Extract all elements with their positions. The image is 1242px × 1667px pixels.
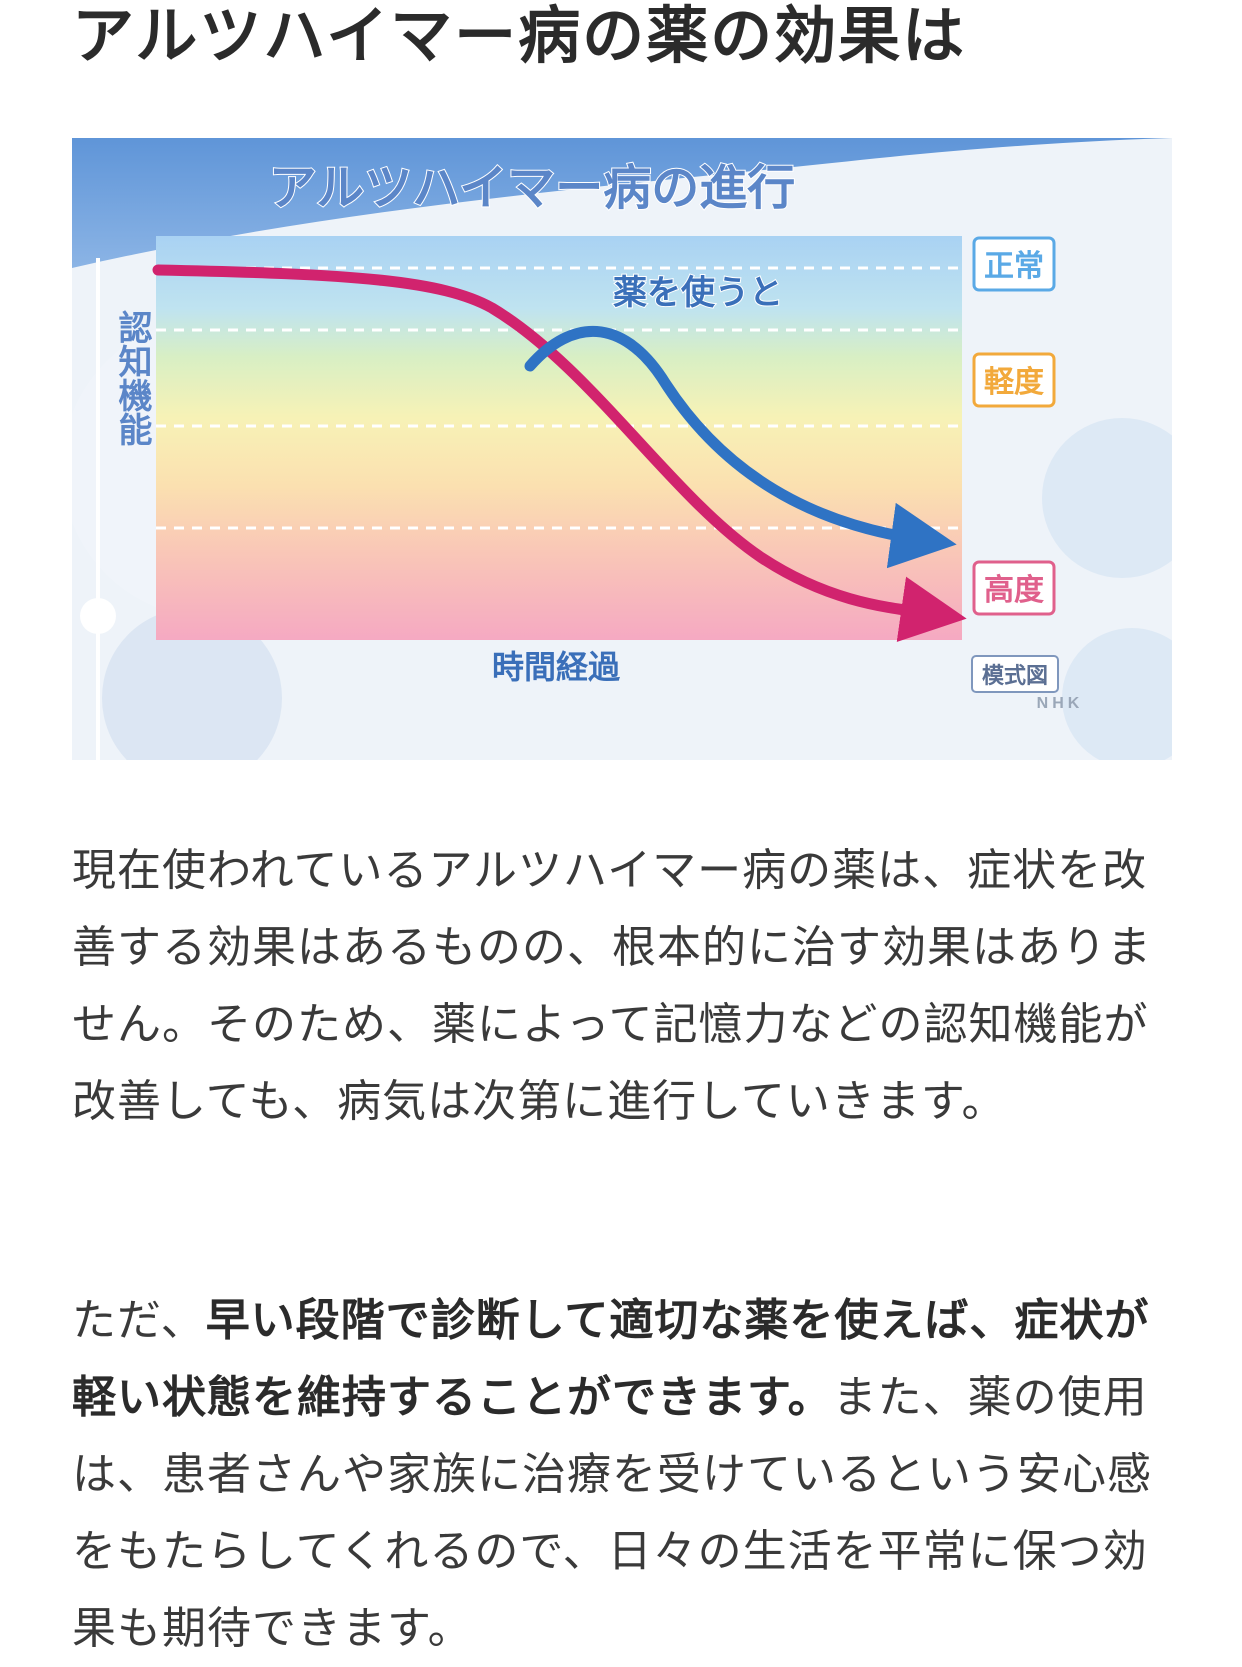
page-title: アルツハイマー病の薬の効果は — [72, 0, 967, 72]
paragraph2-emphasis: 早い段階で診断して適切な薬を使えば、症状が軽い状態を維持することができます。 — [72, 1295, 1150, 1423]
progression-diagram: アルツハイマー病の進行 認知機能 薬を使うと 時間経過 正常 軽度 高度 模式 — [72, 138, 1172, 760]
alzheimer-progression-figure: アルツハイマー病の進行 認知機能 薬を使うと 時間経過 正常 軽度 高度 模式 — [72, 138, 1172, 760]
paragraph-medicine-effect: 現在使われているアルツハイマー病の薬は、症状を改善する効果はあるものの、根本的に… — [72, 845, 1152, 1127]
level-badge-normal: 正常 — [972, 236, 1056, 292]
y-axis-label: 認知機能 — [113, 309, 152, 446]
paragraph-early-diagnosis: ただ、早い段階で診断して適切な薬を使えば、症状が軽い状態を維持することができます… — [72, 1282, 1182, 1667]
paragraph2-lead: ただ、 — [72, 1295, 206, 1346]
treated-curve — [524, 326, 957, 569]
curve-label-with-medicine: 薬を使うと — [613, 274, 783, 312]
level-dividers — [156, 266, 962, 530]
level-badge-mild: 軽度 — [972, 352, 1056, 408]
level-badge-severe: 高度 — [972, 560, 1056, 616]
untreated-curve — [152, 264, 967, 643]
level-label-mild: 軽度 — [984, 366, 1044, 399]
chart-area — [156, 236, 962, 640]
paragraph2-rest: また、薬の使用は、患者さんや家族に治療を受けているという安心感をもたらしてくれる… — [72, 1372, 1152, 1654]
level-label-severe: 高度 — [984, 574, 1044, 607]
schematic-note: 模式図 — [971, 655, 1059, 693]
broadcaster-logo: NHK — [1037, 695, 1084, 712]
x-axis-label: 時間経過 — [492, 649, 621, 685]
level-label-normal: 正常 — [984, 250, 1044, 283]
schematic-note-label: 模式図 — [982, 663, 1048, 688]
figure-title: アルツハイマー病の進行 — [269, 162, 796, 215]
